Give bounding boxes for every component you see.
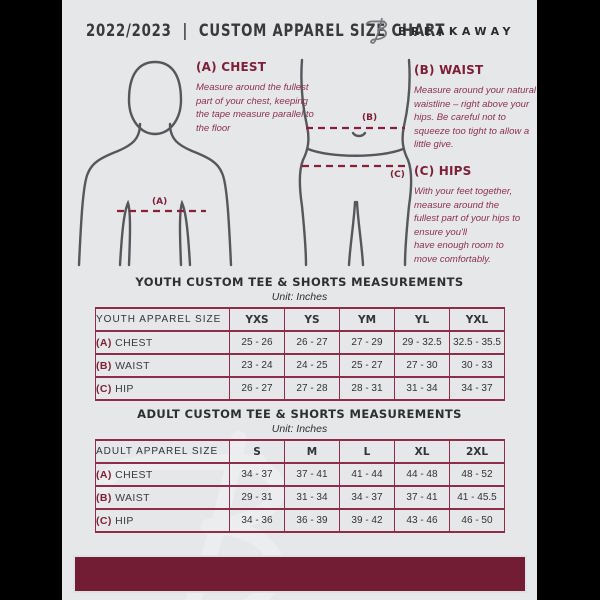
measurement-range-cell: 44 - 48 [394,462,450,487]
youth-unit-label: Unit: Inches [271,291,328,303]
measurement-range-cell: 27 - 29 [339,330,395,355]
size-column-header: YXS [229,307,285,332]
size-table-label-header: YOUTH APPAREL SIZE [95,307,230,332]
adult-unit-label: Unit: Inches [271,423,328,435]
measurement-range-cell: 34 - 37 [339,485,395,510]
measurement-range-cell: 34 - 37 [229,462,285,487]
hips-instruction: (C) HIPS With your feet together, measur… [414,164,526,266]
hip-line-label: (C) [390,170,405,180]
measurement-diagram [77,58,413,267]
measurement-range-cell: 29 - 31 [229,485,285,510]
figure-lower-body [298,58,413,267]
size-column-header: L [339,439,395,464]
chest-instruction: (A) CHEST Measure around the fullest par… [196,60,316,135]
adult-section-header: ADULT CUSTOM TEE & SHORTS MEASUREMENTS U… [62,407,537,435]
size-column-header: S [229,439,285,464]
size-table-label-header: ADULT APPAREL SIZE [95,439,230,464]
measurement-range-cell: 30 - 33 [449,353,505,378]
measurement-range-cell: 25 - 26 [229,330,285,355]
size-column-header: 2XL [449,439,505,464]
measurement-range-cell: 31 - 34 [284,485,340,510]
measurement-range-cell: 39 - 42 [339,508,395,533]
waist-instruction-heading: (B) WAIST [414,63,484,77]
measurement-range-cell: 48 - 52 [449,462,505,487]
measurement-range-cell: 27 - 30 [394,353,450,378]
measurement-row-label: (A) CHEST [95,462,230,487]
measurement-row-label: (B) WAIST [95,353,230,378]
measurement-range-cell: 27 - 28 [284,376,340,401]
measurement-row-label: (A) CHEST [95,330,230,355]
measurement-range-cell: 34 - 37 [449,376,505,401]
size-column-header: YS [284,307,340,332]
table-row: (A) CHEST 25 - 26 26 - 27 27 - 29 29 - 32.5 3… [95,330,505,355]
chest-instruction-heading: (A) CHEST [196,60,267,74]
measurement-row-label: (C) HIP [95,376,230,401]
chest-instruction-body: Measure around the fullest part of your … [196,82,314,134]
measurement-range-cell: 29 - 32.5 [394,330,450,355]
size-column-header: XL [394,439,450,464]
measurement-range-cell: 26 - 27 [284,330,340,355]
waist-line-label: (B) [362,113,378,123]
size-column-header: M [284,439,340,464]
measurement-range-cell: 28 - 31 [339,376,395,401]
size-chart-flyer: 2022/2023 | CUSTOM APPAREL SIZE CHART BR… [62,0,537,600]
measurement-range-cell: 31 - 34 [394,376,450,401]
measurement-range-cell: 32.5 - 35.5 [449,330,505,355]
measurement-range-cell: 25 - 27 [339,353,395,378]
measurement-range-cell: 36 - 39 [284,508,340,533]
measurement-row-label: (C) HIP [95,508,230,533]
size-column-header: YXL [449,307,505,332]
table-row: (A) CHEST 34 - 37 37 - 41 41 - 44 44 - 48 48 … [95,462,505,487]
measurement-range-cell: 23 - 24 [229,353,285,378]
measurement-range-cell: 24 - 25 [284,353,340,378]
table-row: (C) HIP 26 - 27 27 - 28 28 - 31 31 - 34 34 - … [95,376,505,401]
measurement-range-cell: 37 - 41 [284,462,340,487]
waist-instruction-body: Measure around your natural waistline – … [414,85,536,150]
brand-name: BREAKAWAY [398,24,515,38]
adult-section-title: ADULT CUSTOM TEE & SHORTS MEASUREMENTS [137,407,462,421]
footer-bar [73,555,527,593]
adult-size-table: ADULT APPAREL SIZE S M L XL 2XL (A) CHEST 34 - … [95,439,505,533]
youth-size-table: YOUTH APPAREL SIZE YXS YS YM YL YXL (A) CHEST 2… [95,307,505,401]
youth-section-header: YOUTH CUSTOM TEE & SHORTS MEASUREMENTS U… [62,275,537,303]
measurement-range-cell: 26 - 27 [229,376,285,401]
figure-upper-body [77,60,233,267]
measurement-range-cell: 41 - 45.5 [449,485,505,510]
measurement-row-label: (B) WAIST [95,485,230,510]
waist-instruction: (B) WAIST Measure around your natural wa… [414,63,536,152]
table-row: (B) WAIST 23 - 24 24 - 25 25 - 27 27 - 30 30 … [95,353,505,378]
measurement-range-cell: 34 - 36 [229,508,285,533]
measurement-range-cell: 41 - 44 [339,462,395,487]
brand-logo: BREAKAWAY [365,17,515,45]
size-column-header: YL [394,307,450,332]
table-row: (C) HIP 34 - 36 36 - 39 39 - 42 43 - 46 46 - … [95,508,505,533]
chest-line-label: (A) [152,197,168,207]
hips-instruction-heading: (C) HIPS [414,164,472,178]
youth-section-title: YOUTH CUSTOM TEE & SHORTS MEASUREMENTS [135,275,464,289]
measurement-range-cell: 43 - 46 [394,508,450,533]
measurement-range-cell: 37 - 41 [394,485,450,510]
hips-instruction-body: With your feet together, measure around … [414,186,521,265]
size-column-header: YM [339,307,395,332]
page-title: 2022/2023 | CUSTOM APPAREL SIZE CHART [86,21,446,41]
table-row: (B) WAIST 29 - 31 31 - 34 34 - 37 37 - 41 41 … [95,485,505,510]
measurement-range-cell: 46 - 50 [449,508,505,533]
